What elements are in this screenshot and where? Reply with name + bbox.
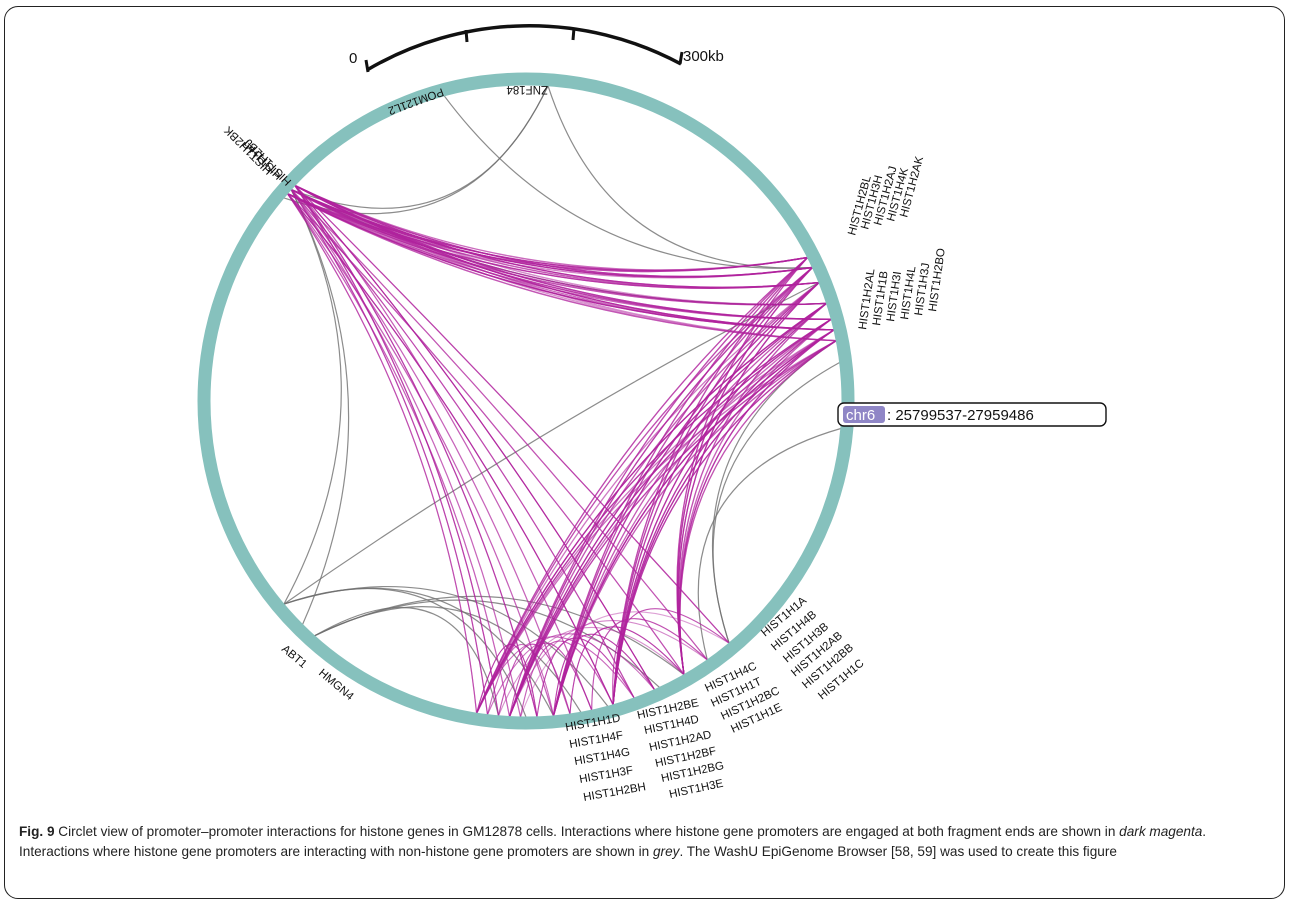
interaction-link [287, 193, 555, 716]
histone-links [287, 184, 837, 718]
interaction-link [547, 85, 813, 269]
interaction-link [287, 193, 808, 273]
interaction-link [552, 257, 809, 716]
interaction-link [476, 643, 538, 717]
chrom-name: chr6 [846, 407, 875, 424]
interaction-link [612, 329, 835, 705]
interaction-link [552, 329, 835, 716]
interaction-link [519, 640, 614, 718]
interaction-link [287, 193, 837, 342]
interaction-link [294, 185, 730, 644]
interaction-link [283, 586, 609, 707]
interaction-link [294, 185, 593, 711]
interaction-link [486, 644, 555, 716]
caption-text-1: Circlet view of promoter–promoter intera… [54, 824, 1120, 839]
interaction-link [678, 302, 827, 675]
interaction-link [497, 643, 571, 716]
interaction-link [497, 643, 571, 716]
interaction-link [314, 606, 500, 716]
gene-label: HIST1H4G [573, 746, 631, 768]
interaction-link [476, 282, 820, 714]
interaction-link [290, 189, 489, 715]
interaction-link [476, 257, 809, 714]
interaction-link [294, 184, 813, 278]
chromosome-ring [197, 72, 855, 730]
interaction-link [612, 608, 730, 705]
caption-grey-term: grey [652, 844, 680, 859]
interaction-link [536, 637, 635, 717]
interaction-link [294, 185, 538, 717]
interaction-link [287, 193, 685, 676]
interaction-link [679, 340, 837, 675]
gene-label: HIST1H2BJ [243, 136, 294, 187]
figure-caption: Fig. 9 Circlet view of promoter–promoter… [19, 822, 1264, 862]
interaction-link [508, 642, 593, 717]
interaction-link [294, 185, 656, 691]
interaction-link [612, 282, 820, 705]
interaction-link [294, 184, 820, 288]
interaction-link [536, 637, 635, 717]
interaction-link [552, 318, 832, 716]
interaction-link [290, 188, 827, 306]
caption-magenta-term: dark magenta [1119, 824, 1203, 839]
gene-label: HIST1H3F [578, 765, 634, 786]
interaction-link [287, 193, 820, 289]
interaction-link [294, 184, 832, 320]
scale-bar: 0 300kb [349, 24, 724, 73]
interaction-link [287, 193, 511, 717]
interaction-link [443, 95, 813, 269]
interaction-link [676, 267, 813, 675]
gene-label: HIST1H2BO [927, 247, 948, 312]
interaction-link [552, 340, 837, 716]
interaction-link [283, 189, 342, 605]
scale-end-label: 300kb [683, 48, 724, 65]
interaction-link [290, 189, 708, 661]
interaction-link [290, 189, 522, 718]
interaction-link [287, 193, 808, 273]
interaction-link [314, 595, 685, 676]
interaction-link [476, 282, 820, 714]
interaction-link [476, 340, 837, 714]
interaction-link [508, 257, 809, 717]
interaction-link [294, 185, 730, 644]
interaction-link [290, 189, 350, 625]
coordinate-range: : 25799537-27959486 [887, 407, 1034, 424]
interaction-link [552, 302, 827, 716]
interaction-link [294, 184, 820, 288]
interaction-link [476, 318, 832, 714]
interaction-link [519, 611, 730, 718]
interaction-link [476, 266, 813, 714]
interaction-link [486, 644, 555, 716]
interaction-link [287, 193, 614, 706]
interaction-link [697, 427, 841, 661]
interaction-link [287, 193, 478, 714]
interaction-link [294, 185, 656, 691]
interaction-link [591, 618, 708, 711]
figure-frame [4, 6, 1285, 899]
interaction-link [476, 340, 837, 714]
scale-start-label: 0 [349, 50, 357, 67]
gene-label: ABT1 [279, 643, 309, 671]
interaction-link [712, 361, 840, 644]
interaction-link [287, 193, 511, 717]
caption-text-3: . The WashU EpiGenome Browser [58, 59] w… [679, 844, 1117, 859]
circlet-diagram: 0 300kb chr6 : 25799537-27959486 ZNF184 … [197, 24, 1107, 804]
chrom-badge [843, 406, 885, 423]
interaction-link [508, 302, 827, 717]
interaction-link [569, 626, 685, 714]
coordinate-box: chr6 : 25799537-27959486 [837, 402, 1107, 427]
figure-number: Fig. 9 [19, 824, 55, 839]
interaction-link [290, 189, 522, 718]
gene-label: ZNF184 [506, 83, 548, 95]
interaction-link [552, 633, 655, 716]
interaction-link [508, 619, 708, 717]
caption-text-2: . Interactions where histone gene promot… [19, 824, 1207, 859]
interaction-link [508, 642, 593, 717]
gene-label: HIST1H2BH [582, 781, 646, 804]
interaction-link [552, 267, 813, 716]
